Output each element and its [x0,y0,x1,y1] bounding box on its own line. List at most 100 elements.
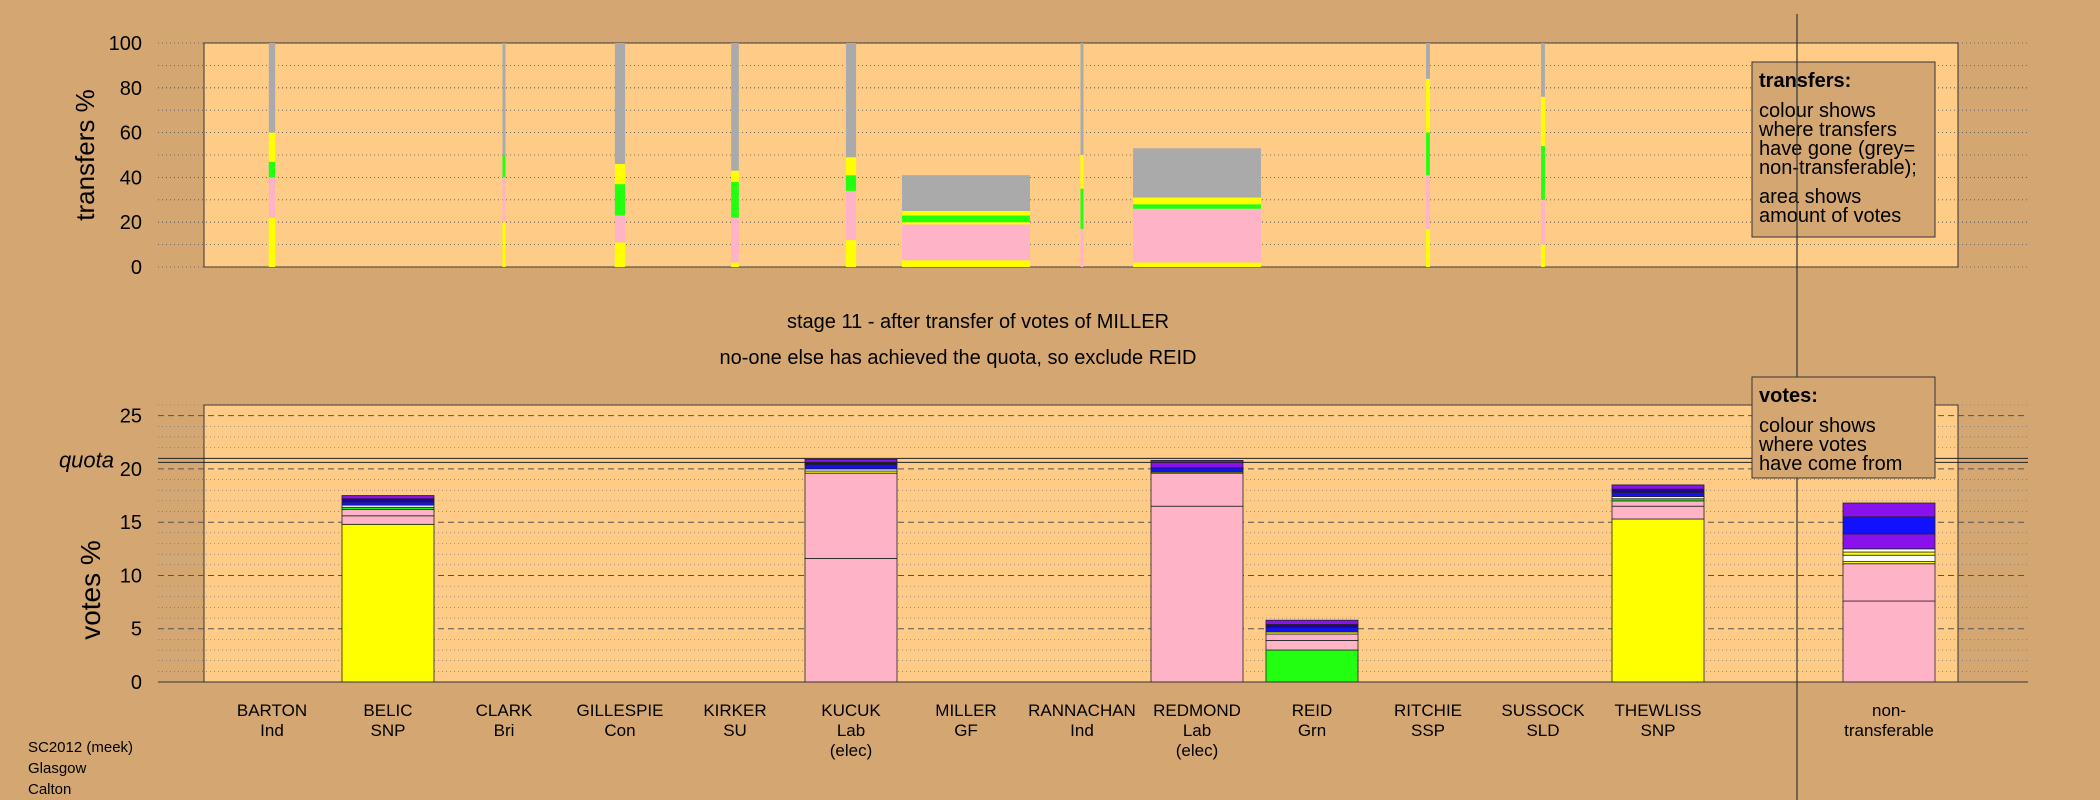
vote-segment [1842,554,1936,563]
category-sublabel: SLD [1526,721,1559,740]
y-tick-label: 25 [120,406,142,428]
footer-line: Calton [28,781,71,798]
transfer-segment [902,215,1030,223]
footer-info: SC2012 (meek) Glasgow Calton [28,739,133,798]
vote-segment [1611,518,1705,683]
transfer-segment [1133,148,1261,198]
y-axis-label: votes % [75,540,106,640]
vote-segment [804,558,898,683]
transfer-segment [1426,132,1430,176]
category-label: GILLESPIE [577,701,664,720]
category-label: REID [1292,701,1333,720]
transfer-segment [502,177,506,223]
category-label: BELIC [363,701,412,720]
transfer-segment [902,260,1030,267]
category-sublabel: Con [604,721,635,740]
transfer-segment [1541,244,1545,267]
transfer-segment [268,177,276,218]
transfer-segment [845,190,857,241]
transfer-column [731,43,739,267]
transfer-segment [614,163,626,185]
votes-legend-line: have come from [1759,453,1902,475]
footer-line: Glasgow [28,760,87,777]
category-sublabel: SU [723,721,747,740]
transfer-column [268,43,276,267]
category-sublabel: Ind [1070,721,1094,740]
transfer-segment [1541,146,1545,200]
quota-label: quota [59,447,114,472]
votes-legend-line: where votes [1758,434,1867,456]
transfer-segment [845,43,857,158]
vote-segment [1150,459,1244,469]
vote-segment [341,495,435,500]
vote-segment [1611,500,1705,507]
vote-segment [1842,600,1936,683]
transfer-segment [731,181,739,218]
category-label: CLARK [476,701,533,720]
vote-segment [341,498,435,503]
category-sublabel: GF [954,721,978,740]
transfer-segment [1133,262,1261,267]
y-tick-label: 0 [131,672,142,694]
vote-stack [1265,619,1359,683]
votes-legend-title: votes: [1759,385,1818,407]
vote-segment [1842,502,1936,518]
footer-line: SC2012 (meek) [28,739,133,756]
transfers-legend-line: area shows [1759,186,1861,208]
transfer-column [902,175,1030,267]
transfer-segment [502,155,506,178]
vote-stack [1150,459,1244,683]
transfer-segment [731,262,739,267]
transfer-segment [268,132,276,162]
vote-segment [1842,516,1936,535]
transfer-segment [502,222,506,267]
y-tick-label: 20 [120,459,142,481]
transfer-segment [1541,199,1545,245]
transfers-legend-line: have gone (grey= [1759,138,1915,160]
transfer-column [1426,43,1430,267]
vote-segment [341,509,435,517]
category-sublabel: Bri [494,721,515,740]
transfer-segment [902,175,1030,211]
y-tick-label: 80 [120,78,142,100]
transfer-column [502,43,506,267]
votes-legend-box [1751,376,1936,479]
votes-legend-line: colour shows [1759,415,1876,437]
transfer-column [614,43,626,267]
transfer-segment [1133,208,1261,263]
transfer-segment [845,175,857,191]
transfer-segment [1426,43,1430,79]
transfer-column [845,43,857,267]
vote-segment [341,501,435,506]
category-label: KIRKER [703,701,766,720]
transfer-segment [1133,204,1261,209]
y-axis-label: transfers % [70,89,100,221]
category-label: RANNACHAN [1028,701,1136,720]
category-label: REDMOND [1153,701,1241,720]
vote-stack [1611,484,1705,683]
transfer-segment [1080,155,1084,189]
category-sublabel: Grn [1298,721,1326,740]
y-tick-label: 10 [120,565,142,587]
transfer-segment [268,161,276,178]
vote-segment [1611,488,1705,493]
category-label: KUCUK [821,701,881,720]
vote-segment [341,515,435,525]
vote-stack [341,495,435,683]
transfer-segment [502,43,506,155]
category-sublabel: (elec) [1176,741,1219,760]
status-line: no-one else has achieved the quota, so e… [720,347,1197,369]
transfer-segment [1426,78,1430,133]
transfer-column [1541,43,1545,267]
category-label: SUSSOCK [1501,701,1585,720]
transfers-legend: transfers: colour shows where transfers … [1751,61,1936,238]
vote-segment [1842,551,1936,556]
vote-segment [1611,505,1705,520]
y-tick-label: 100 [109,33,142,55]
category-sublabel: (elec) [830,741,873,760]
transfer-column [1080,43,1084,267]
vote-segment [1842,563,1936,602]
vote-stack [1842,502,1936,683]
vote-segment [1150,505,1244,683]
